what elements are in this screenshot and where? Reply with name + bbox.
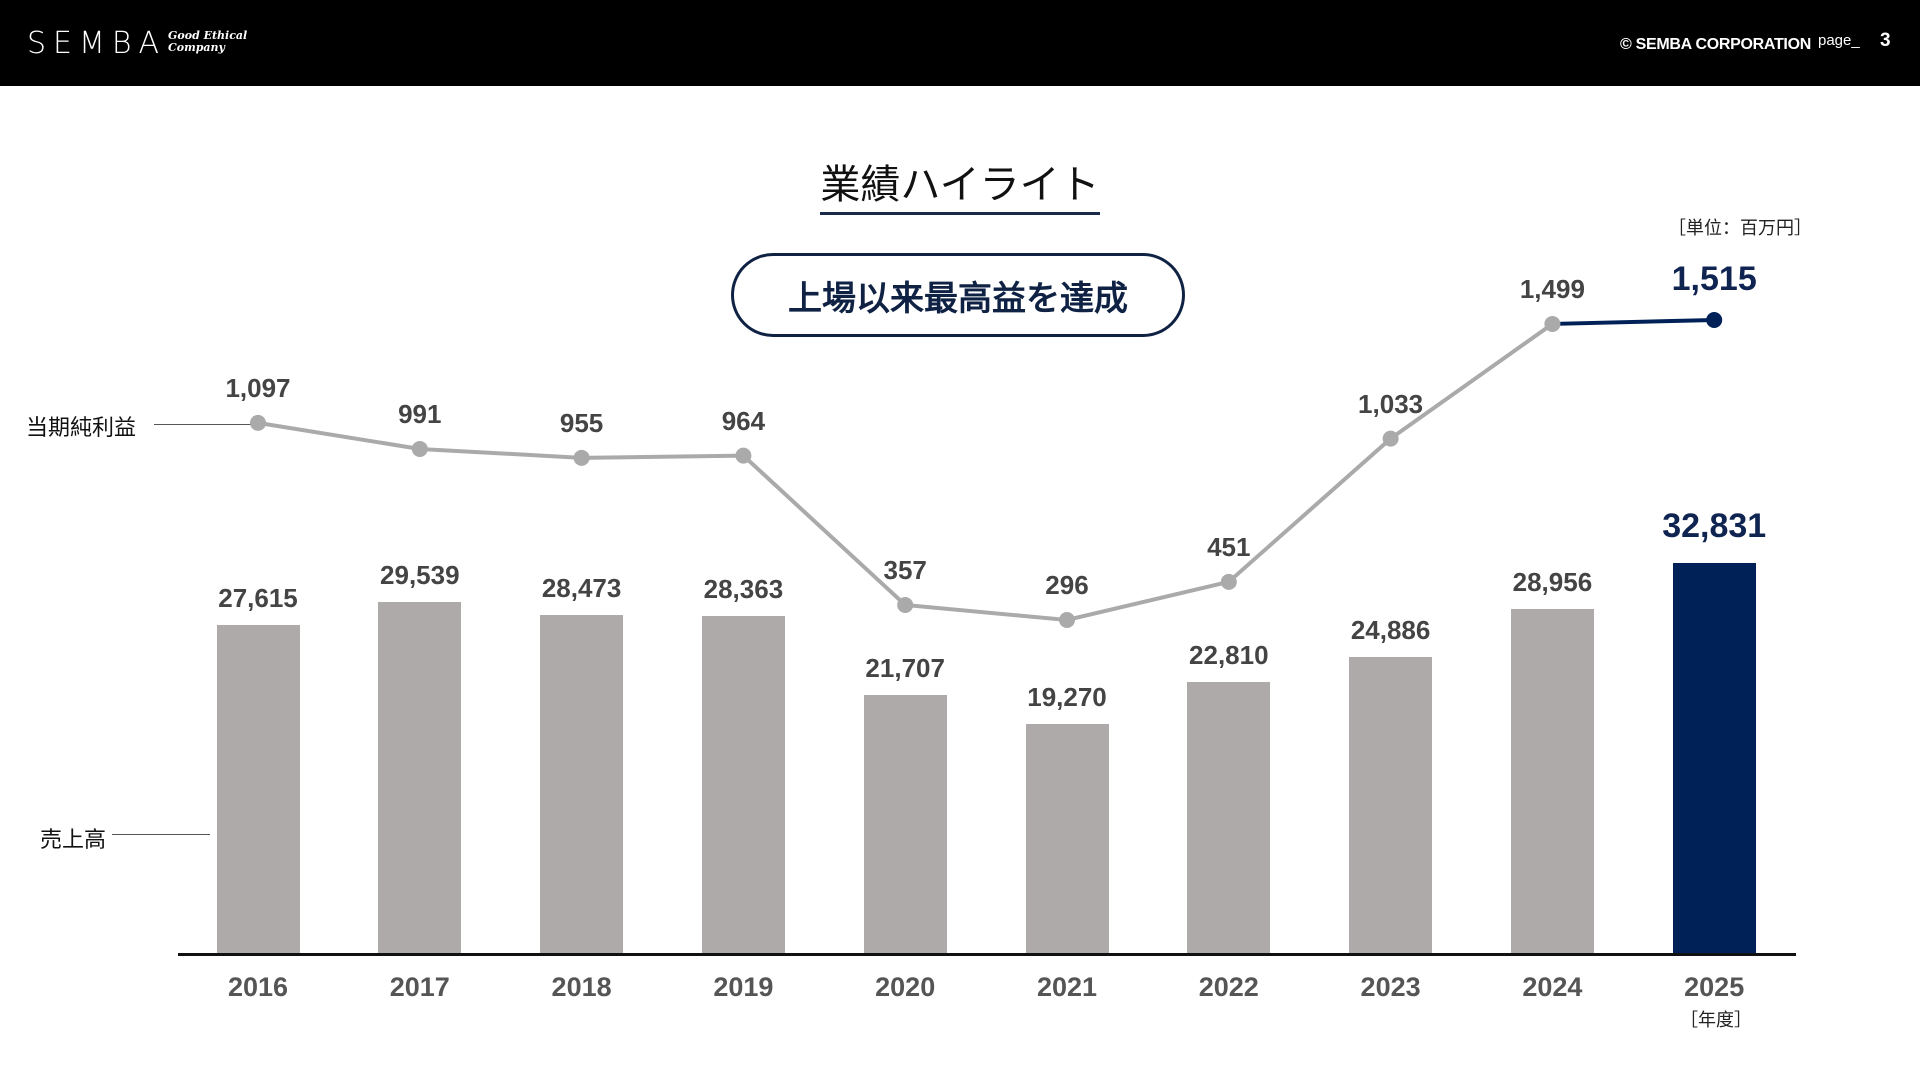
net-income-point — [1706, 312, 1723, 328]
year-label-2023: 2023 — [1360, 972, 1421, 1002]
year-label-2016: 2016 — [227, 972, 289, 1002]
page-title-text: 業績ハイライト — [820, 162, 1100, 215]
net-income-leader-line — [154, 424, 258, 425]
sales-bar-2021 — [1025, 724, 1109, 953]
net-income-point — [735, 447, 752, 464]
sales-value-label: 24,886 — [1350, 615, 1431, 646]
header-bar: SEMBA Good Ethical Company © SEMBA CORPO… — [0, 0, 1920, 86]
tagline-line2: Company — [168, 41, 225, 54]
year-unit-label: ［年度］ — [1680, 1010, 1752, 1031]
net-income-value-label: 1,097 — [225, 372, 291, 403]
sales-value-label: 32,831 — [1662, 507, 1767, 545]
net-income-series-label: 当期純利益 — [26, 416, 137, 441]
sales-bar-2017 — [378, 602, 462, 953]
sales-bar-2022 — [1187, 682, 1271, 953]
page-title: 業績ハイライト — [0, 152, 1920, 215]
net-income-point — [1220, 573, 1237, 590]
year-label-2019: 2019 — [713, 972, 774, 1002]
sales-leader-line — [112, 834, 210, 835]
sales-value-label: 27,615 — [218, 582, 298, 613]
year-label-2021: 2021 — [1036, 972, 1098, 1002]
logo-tagline: Good Ethical Company — [168, 30, 247, 54]
sales-bar-2018 — [540, 614, 624, 953]
sales-value-label: 28,956 — [1512, 567, 1593, 598]
year-label-2025: 2025 — [1684, 972, 1745, 1002]
net-income-line-latest — [1552, 318, 1715, 326]
sales-value-label: 22,810 — [1189, 640, 1269, 671]
net-income-value-label: 296 — [1045, 570, 1089, 600]
tagline-line1: Good Ethical — [168, 29, 248, 42]
highlight-pill: 上場以来最高益を達成 — [731, 253, 1185, 337]
page-number: 3 — [1880, 30, 1891, 51]
sales-bar-2024 — [1510, 609, 1594, 953]
sales-bar-2019 — [701, 616, 785, 953]
year-label-2022: 2022 — [1198, 972, 1259, 1002]
net-income-value-label: 1,499 — [1519, 273, 1585, 304]
sales-bar-2020 — [863, 695, 947, 953]
semba-logo: SEMBA — [27, 26, 167, 61]
year-label-2018: 2018 — [551, 972, 612, 1002]
year-label-2017: 2017 — [389, 972, 450, 1002]
net-income-point — [250, 414, 266, 431]
net-income-point — [897, 596, 914, 613]
copyright-text: © SEMBA CORPORATION — [1620, 36, 1811, 53]
net-income-points — [250, 312, 1723, 628]
x-axis-baseline — [178, 953, 1796, 956]
sales-bar-2023 — [1349, 657, 1433, 953]
sales-series-label: 売上高 — [40, 828, 107, 853]
unit-label: ［単位：百万円］ — [1668, 218, 1812, 239]
page-label: page_ — [1818, 32, 1860, 49]
sales-value-label: 29,539 — [380, 560, 460, 591]
year-label-2024: 2024 — [1522, 972, 1583, 1002]
net-income-value-label: 1,033 — [1358, 388, 1424, 419]
net-income-value-label: 964 — [721, 405, 766, 436]
net-income-point — [573, 449, 590, 466]
sales-bar-2025 — [1672, 563, 1756, 953]
net-income-point — [1382, 430, 1399, 447]
net-income-value-label: 991 — [398, 398, 442, 429]
sales-value-label: 21,707 — [865, 653, 945, 684]
net-income-value-label: 1,515 — [1671, 260, 1757, 298]
sales-bar-2016 — [216, 624, 300, 953]
net-income-point — [411, 440, 428, 457]
sales-value-label: 19,270 — [1027, 682, 1107, 713]
net-income-value-label: 955 — [559, 407, 604, 438]
sales-value-label: 28,363 — [703, 574, 784, 605]
year-label-2020: 2020 — [875, 972, 936, 1002]
net-income-point — [1544, 315, 1561, 332]
sales-value-label: 28,473 — [541, 572, 622, 603]
net-income-value-label: 357 — [883, 554, 927, 585]
net-income-point — [1059, 612, 1075, 628]
net-income-value-label: 451 — [1207, 531, 1251, 562]
